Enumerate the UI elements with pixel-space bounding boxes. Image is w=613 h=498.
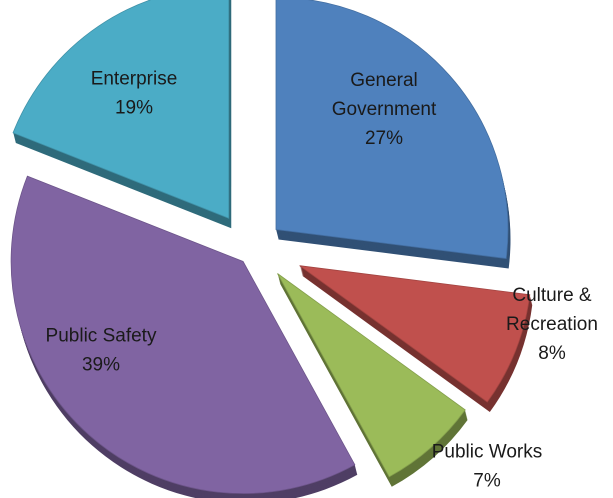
slice-labels: General Government 27% Culture & Recreation 8…	[46, 69, 598, 492]
slice-enterprise	[12, 0, 230, 219]
slice-value-public-works: 7%	[473, 471, 501, 492]
slice-name-general-government: General	[350, 70, 418, 91]
slice-name-culture-and-recreation: Recreation	[506, 314, 598, 335]
slice-name-public-works: Public Works	[432, 442, 543, 463]
slice-tops	[10, 0, 531, 494]
slice-value-enterprise: 19%	[115, 98, 153, 119]
slice-value-public-safety: 39%	[82, 355, 120, 376]
slice-value-culture-and-recreation: 8%	[538, 343, 566, 364]
slice-label-culture-and-recreation: Culture & Recreation 8%	[506, 285, 598, 364]
slice-label-public-safety: Public Safety 39%	[46, 326, 157, 376]
slice-public-safety	[10, 175, 356, 494]
slice-name-culture-and-recreation: Culture &	[512, 285, 592, 306]
slice-general-government	[275, 0, 509, 260]
slice-label-enterprise: Enterprise 19%	[91, 69, 178, 119]
slice-value-general-government: 27%	[365, 128, 403, 149]
slice-culture-and-recreation	[299, 265, 531, 403]
slice-label-general-government: General Government 27%	[332, 70, 437, 149]
slice-name-enterprise: Enterprise	[91, 69, 178, 90]
slice-name-public-safety: Public Safety	[46, 326, 157, 347]
slice-label-public-works: Public Works 7%	[432, 442, 543, 492]
slice-name-general-government: Government	[332, 99, 437, 120]
slice-public-works	[277, 273, 466, 478]
